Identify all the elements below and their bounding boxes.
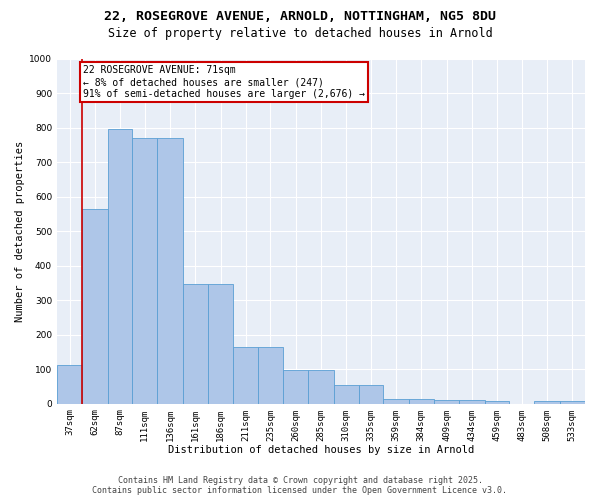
Bar xyxy=(460,400,485,404)
Bar xyxy=(383,398,409,404)
Bar xyxy=(208,284,233,404)
Bar xyxy=(283,370,308,404)
Text: Contains HM Land Registry data © Crown copyright and database right 2025.
Contai: Contains HM Land Registry data © Crown c… xyxy=(92,476,508,495)
Bar xyxy=(409,398,434,404)
Bar xyxy=(57,364,82,404)
Bar xyxy=(535,402,560,404)
Bar xyxy=(560,402,585,404)
Bar xyxy=(308,370,334,404)
Bar xyxy=(257,348,283,404)
Bar xyxy=(107,130,132,404)
Text: Size of property relative to detached houses in Arnold: Size of property relative to detached ho… xyxy=(107,28,493,40)
Bar xyxy=(157,138,182,404)
Bar xyxy=(233,348,257,404)
Bar xyxy=(182,284,208,404)
Y-axis label: Number of detached properties: Number of detached properties xyxy=(15,140,25,322)
Bar xyxy=(485,402,509,404)
Bar xyxy=(334,386,359,404)
X-axis label: Distribution of detached houses by size in Arnold: Distribution of detached houses by size … xyxy=(168,445,474,455)
Bar xyxy=(132,138,157,404)
Bar xyxy=(359,386,383,404)
Bar xyxy=(82,208,107,404)
Text: 22 ROSEGROVE AVENUE: 71sqm
← 8% of detached houses are smaller (247)
91% of semi: 22 ROSEGROVE AVENUE: 71sqm ← 8% of detac… xyxy=(83,66,365,98)
Bar xyxy=(434,400,460,404)
Text: 22, ROSEGROVE AVENUE, ARNOLD, NOTTINGHAM, NG5 8DU: 22, ROSEGROVE AVENUE, ARNOLD, NOTTINGHAM… xyxy=(104,10,496,23)
